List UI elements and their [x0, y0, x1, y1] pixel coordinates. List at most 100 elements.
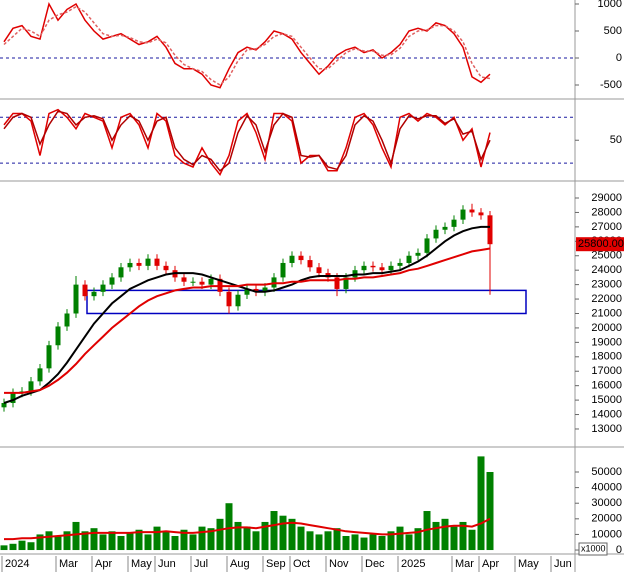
x-tick-label: Mar — [59, 558, 78, 570]
y-tick-label: 21000 — [591, 307, 622, 319]
candle-body — [208, 278, 214, 285]
x-tick-label: Jun — [554, 558, 572, 570]
volume-bar — [54, 535, 62, 551]
candle-body — [280, 262, 286, 278]
volume-bar — [306, 531, 314, 551]
x-tick-label: Dec — [365, 558, 385, 570]
x-tick-label: Mar — [455, 558, 474, 570]
candle-body — [55, 326, 61, 346]
candle-body — [64, 313, 70, 327]
volume-bar — [72, 521, 80, 551]
volume-bar — [333, 528, 341, 551]
candle-body — [163, 265, 169, 271]
series-line — [4, 517, 491, 541]
candle-body — [37, 368, 43, 382]
candle-body — [298, 255, 304, 261]
x-tick-label: May — [518, 558, 539, 570]
candle-body — [406, 255, 412, 263]
volume-bar — [198, 526, 206, 551]
candle-body — [262, 287, 268, 292]
unit-box — [578, 542, 608, 556]
volume-bar — [369, 534, 377, 551]
candle-body — [10, 392, 16, 403]
volume-bar — [0, 545, 8, 551]
candle-body — [379, 267, 385, 271]
y-tick-label: 17000 — [591, 365, 622, 377]
volume-bar — [234, 521, 242, 551]
volume-bar — [153, 526, 161, 551]
volume-bar — [117, 535, 125, 551]
support-zone — [86, 289, 527, 315]
volume-bar — [351, 534, 359, 551]
volume-bar — [81, 531, 89, 551]
volume-bar — [144, 534, 152, 551]
volume-bar — [414, 528, 422, 551]
x-tick-label: 2025 — [401, 558, 425, 570]
x-tick-label: Apr — [95, 558, 112, 570]
volume-bar — [468, 529, 476, 551]
candle-body — [397, 262, 403, 266]
volume-bar — [45, 531, 53, 551]
candle-body — [316, 267, 322, 274]
candle-body — [451, 219, 457, 227]
x-tick-label: 2024 — [5, 558, 29, 570]
volume-bar — [459, 521, 467, 551]
y-tick-label: 500 — [604, 25, 622, 37]
x-tick-label: Jul — [194, 558, 208, 570]
candle-body — [82, 284, 88, 297]
volume-bar — [36, 534, 44, 551]
volume-bar — [63, 531, 71, 551]
candle-body — [235, 294, 241, 307]
volume-bar — [252, 531, 260, 551]
x-tick-label: May — [131, 558, 152, 570]
volume-bar — [405, 534, 413, 551]
volume-bar — [387, 531, 395, 551]
candle-body — [109, 277, 115, 285]
y-tick-label: 23000 — [591, 279, 622, 291]
y-tick-label: 22000 — [591, 293, 622, 305]
candle-body — [460, 209, 466, 220]
candle-body — [388, 265, 394, 271]
candle-body — [361, 265, 367, 271]
y-tick-label: 0 — [616, 544, 622, 556]
x-tick-label: Apr — [482, 558, 499, 570]
series-line — [3, 110, 491, 172]
x-tick-label: Sep — [266, 558, 286, 570]
volume-bar — [477, 456, 485, 551]
candle-body — [136, 262, 142, 266]
y-tick-label: 20000 — [591, 322, 622, 334]
candle-body — [433, 229, 439, 239]
candle-body — [478, 212, 484, 216]
y-tick-label: -500 — [600, 79, 622, 91]
volume-bar — [108, 531, 116, 551]
y-tick-label: 19000 — [591, 336, 622, 348]
candle-body — [469, 209, 475, 213]
y-tick-label: 27000 — [591, 221, 622, 233]
candle-body — [127, 262, 133, 268]
volume-bar — [27, 542, 35, 551]
y-tick-label: 1000 — [598, 0, 622, 10]
series-line — [3, 225, 490, 404]
candle-body — [154, 258, 160, 266]
volume-bar — [324, 531, 332, 551]
series-line — [3, 1, 491, 89]
candle-body — [190, 281, 196, 283]
y-tick-label: 50 — [610, 134, 622, 146]
y-tick-label: 50000 — [591, 466, 622, 478]
volume-bar — [243, 526, 251, 551]
volume-bar — [216, 518, 224, 551]
candle-body — [244, 288, 250, 295]
volume-bar — [315, 534, 323, 551]
volume-bar — [162, 531, 170, 551]
candle-body — [307, 260, 313, 268]
volume-bar — [360, 537, 368, 551]
x-tick-label: Oct — [293, 558, 310, 570]
unit-label: x1000 — [581, 543, 606, 553]
y-tick-label: 20000 — [591, 513, 622, 525]
candle-body — [487, 215, 493, 245]
candle-body — [424, 238, 430, 253]
y-tick-label: 24000 — [591, 264, 622, 276]
volume-bar — [270, 511, 278, 551]
volume-bar — [441, 518, 449, 551]
